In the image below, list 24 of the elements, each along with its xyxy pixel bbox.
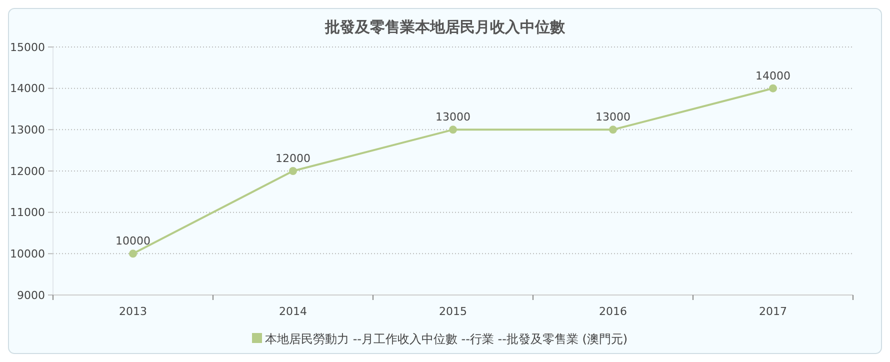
x-tick-label: 2016 [599, 305, 627, 318]
point [129, 250, 137, 258]
x-tick-label: 2014 [279, 305, 307, 318]
data-label: 12000 [276, 152, 310, 165]
x-tick-label: 2013 [119, 305, 147, 318]
y-tick-label: 12000 [10, 164, 45, 178]
chart-title: 批發及零售業本地居民月收入中位數 [324, 18, 566, 36]
point [609, 126, 617, 134]
point [769, 84, 777, 92]
y-tick-label: 10000 [10, 248, 45, 261]
y-tick-label: 9000 [17, 288, 45, 302]
y-tick-label: 11000 [10, 206, 45, 220]
data-label: 13000 [596, 110, 630, 124]
x-tick-label: 2015 [439, 305, 467, 318]
point [449, 126, 457, 134]
legend-label: 本地居民勞動力 --月工作收入中位數 --行業 --批發及零售業 (澳門元) [265, 332, 628, 346]
y-tick-label: 14000 [10, 82, 45, 96]
y-tick-label: 13000 [10, 124, 45, 137]
data-label: 10000 [116, 234, 150, 248]
data-label: 13000 [436, 110, 470, 124]
y-tick-label: 15000 [10, 40, 45, 54]
data-label: 14000 [756, 69, 790, 82]
x-tick-label: 2017 [759, 305, 787, 318]
point [289, 167, 297, 175]
